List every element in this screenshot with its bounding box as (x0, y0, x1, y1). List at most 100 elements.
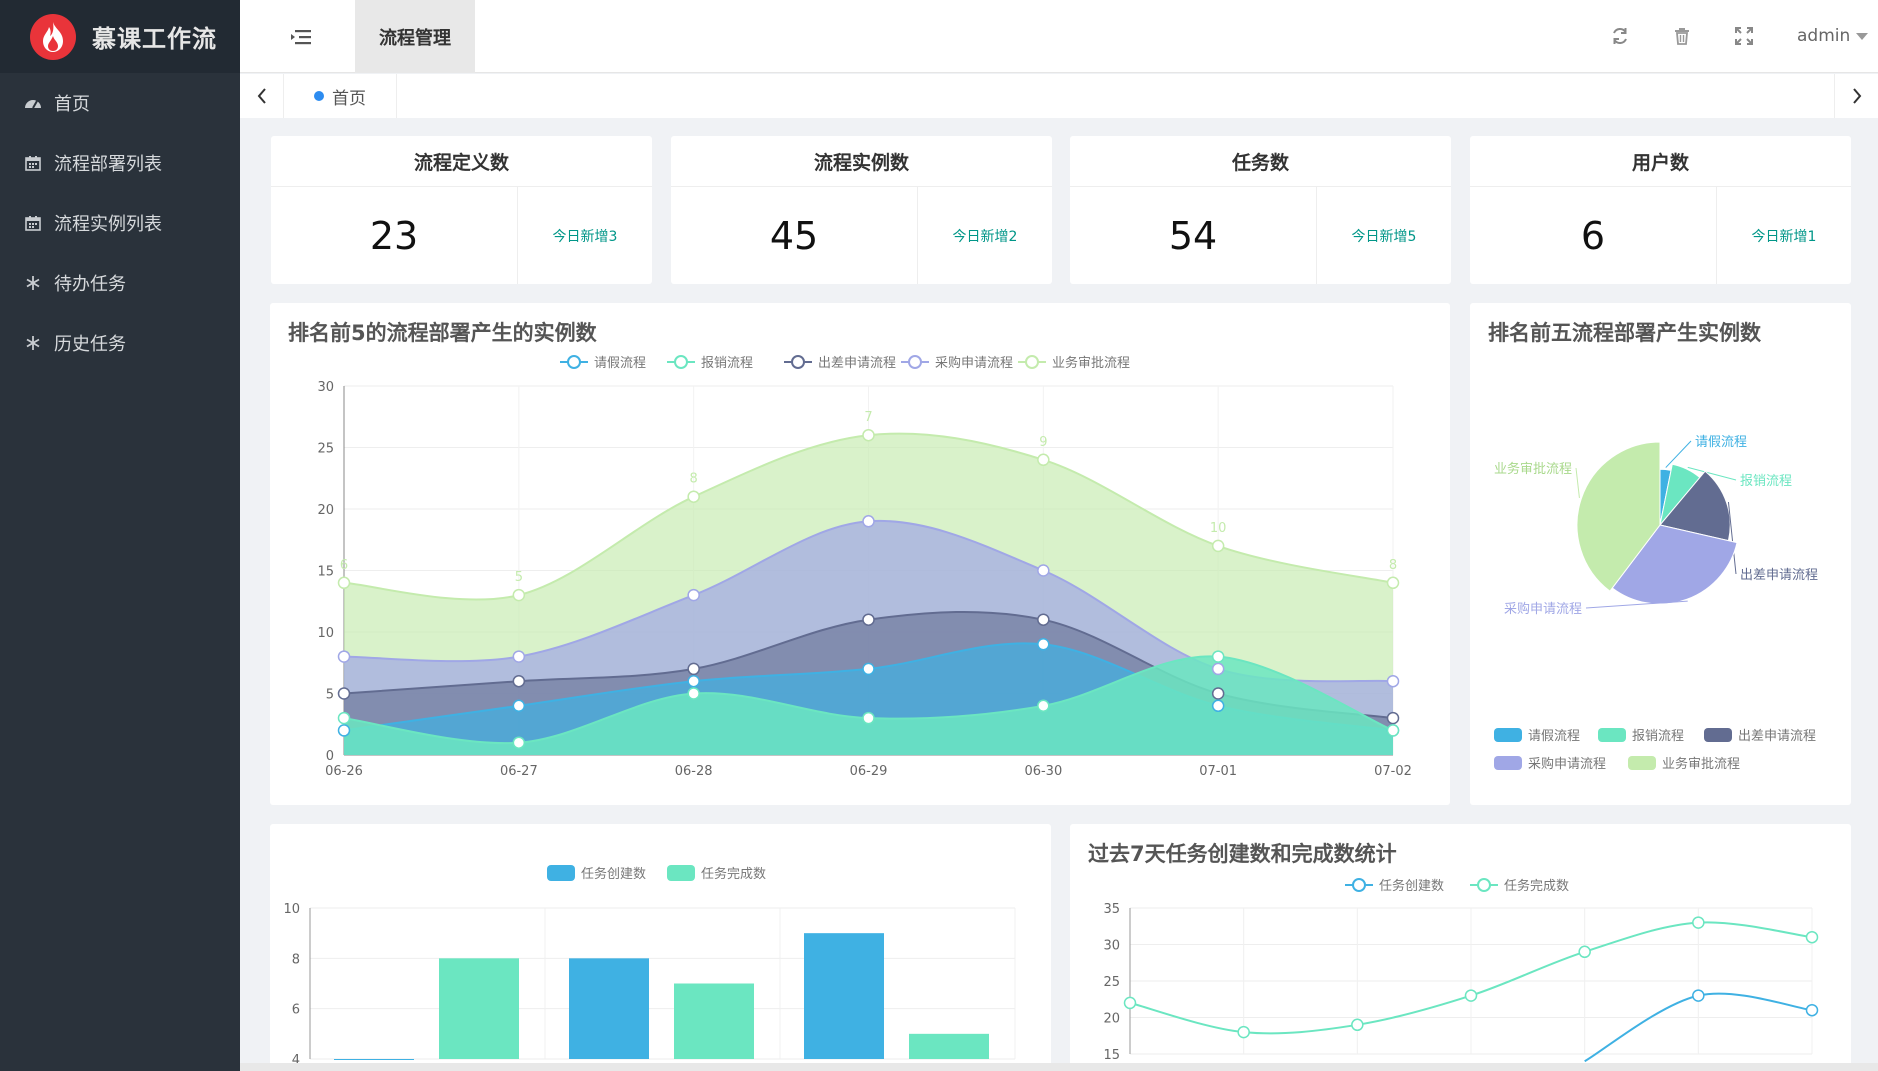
x-tick-label: 06-28 (675, 764, 713, 779)
legend-label: 业务审批流程 (1052, 355, 1130, 371)
data-point (1037, 564, 1050, 577)
data-point (1805, 1003, 1819, 1017)
pie-legend-swatch (1494, 756, 1522, 770)
line-legend-marker (1352, 878, 1366, 892)
data-point (1386, 711, 1400, 725)
data-point (862, 428, 875, 442)
data-label: 5 (515, 570, 523, 585)
x-tick-label: 07-01 (1199, 764, 1237, 779)
stat-title: 流程实例数 (671, 136, 1052, 187)
data-point (1237, 1025, 1250, 1039)
y-tick-label: 10 (283, 902, 300, 917)
line-legend-label: 任务创建数 (1379, 878, 1444, 894)
sidebar-menu: 首页 流程部署列表 流程实例列表 待办任务历史任务 (0, 73, 240, 373)
fullscreen-icon[interactable] (1734, 26, 1754, 46)
bar-1-0 (439, 958, 519, 1059)
sidebar-item-4[interactable]: 历史任务 (0, 313, 240, 373)
sidebar-item-2[interactable]: 流程实例列表 (0, 193, 240, 253)
y-tick-label: 0 (326, 749, 334, 764)
pie-legend-swatch (1598, 728, 1626, 742)
tab-home[interactable]: 首页 (284, 74, 397, 118)
data-point (1211, 650, 1225, 663)
tab-home-label: 首页 (332, 88, 366, 109)
calendar-icon (24, 214, 42, 232)
data-point (512, 650, 526, 663)
pie-label-line (1585, 600, 1688, 609)
bar-legend-label: 任务完成数 (701, 866, 766, 882)
data-point (862, 662, 875, 676)
pie-chart-title: 排名前五流程部署产生实例数 (1488, 321, 1761, 345)
y-tick-label: 8 (292, 952, 300, 967)
data-point (1037, 699, 1050, 713)
data-point (1211, 687, 1225, 700)
sidebar-item-label: 历史任务 (54, 334, 126, 355)
tabs-prev-button[interactable] (240, 74, 284, 118)
legend-item-0: 请假流程 (560, 355, 646, 371)
sidebar: 慕课工作流 首页 流程部署列表 流程实例列表 待办任务 历史任务 (0, 0, 240, 1071)
data-point (512, 736, 526, 749)
sidebar-item-1[interactable]: 流程部署列表 (0, 133, 240, 193)
flame-logo-icon (30, 13, 76, 60)
stat-today-new: 今日新增3 (552, 228, 618, 245)
data-point (1037, 453, 1050, 467)
data-point (862, 613, 875, 626)
legend-item-4: 业务审批流程 (1018, 355, 1130, 371)
tabs-next-button[interactable] (1834, 74, 1878, 118)
tab-process-management[interactable]: 流程管理 (355, 0, 475, 73)
stat-value: 54 (1070, 187, 1317, 284)
y-tick-label: 20 (317, 503, 334, 518)
x-tick-label: 06-30 (1024, 764, 1062, 779)
x-tick-label: 07-02 (1374, 764, 1412, 779)
refresh-icon[interactable] (1610, 26, 1630, 46)
data-point (862, 515, 875, 528)
pie-label-line (1665, 440, 1692, 468)
data-point (1211, 662, 1225, 676)
chevron-right-icon (1852, 88, 1861, 104)
y-tick-label: 4 (292, 1053, 300, 1068)
user-menu[interactable]: admin (1797, 26, 1869, 46)
data-point (687, 662, 700, 676)
data-label: 6 (340, 558, 348, 573)
y-tick-label: 15 (317, 565, 334, 580)
data-point (1692, 916, 1705, 929)
trash-icon[interactable] (1672, 26, 1692, 46)
y-tick-label: 5 (326, 688, 334, 703)
menu-toggle-icon[interactable] (290, 28, 312, 46)
panel-task-line-chart: 过去7天任务创建数和完成数统计 任务创建数 任务完成数 15 20 25 30 35 (1070, 824, 1851, 1071)
snowflake-icon (24, 334, 42, 352)
bar-0-1 (569, 958, 649, 1059)
sidebar-item-3[interactable]: 待办任务 (0, 253, 240, 313)
horizontal-scrollbar[interactable] (240, 1063, 1878, 1071)
data-label: 7 (864, 410, 872, 425)
tabs-bar: 首页 (240, 74, 1878, 118)
line-legend-label: 任务完成数 (1504, 878, 1569, 894)
stat-card-tasks: 任务数 54 今日新增5 (1070, 136, 1451, 284)
area-chart: 请假流程 报销流程 出差申请流程 采购申请流程 业务审批流程 0 5 10 15 20 25 30 06… (317, 355, 1412, 779)
y-tick-label: 10 (317, 626, 334, 641)
x-tick-label: 06-29 (850, 764, 888, 779)
stat-value: 45 (671, 187, 918, 284)
data-point (1692, 989, 1705, 1002)
sidebar-item-0[interactable]: 首页 (0, 73, 240, 133)
data-label: 9 (1039, 435, 1047, 450)
pie-slice-2 (1659, 470, 1731, 542)
stat-title: 流程定义数 (271, 136, 652, 187)
line-chart: 任务创建数 任务完成数 15 20 25 30 35 (1103, 878, 1819, 1063)
data-point (512, 699, 526, 713)
pie-legend-item-4: 业务审批流程 (1628, 756, 1740, 772)
stat-card-definitions: 流程定义数 23 今日新增3 (271, 136, 652, 284)
legend-item-3: 采购申请流程 (901, 355, 1013, 371)
bar-legend-item-1: 任务完成数 (667, 865, 766, 882)
pie-legend-swatch (1704, 728, 1732, 742)
line-legend-item-1: 任务完成数 (1470, 878, 1569, 894)
dashboard-icon (24, 94, 42, 112)
legend-marker (567, 355, 581, 369)
data-label: 10 (1210, 521, 1227, 536)
bar-legend-swatch (547, 865, 575, 881)
data-point (1386, 724, 1400, 737)
snowflake-icon (24, 274, 42, 292)
data-point (687, 674, 700, 688)
pie-legend-label: 报销流程 (1632, 729, 1684, 744)
panel-top5-area-chart: 排名前5的流程部署产生的实例数 请假流程 报销流程 出差申请流程 采购申请流程 业务审批… (270, 303, 1450, 805)
